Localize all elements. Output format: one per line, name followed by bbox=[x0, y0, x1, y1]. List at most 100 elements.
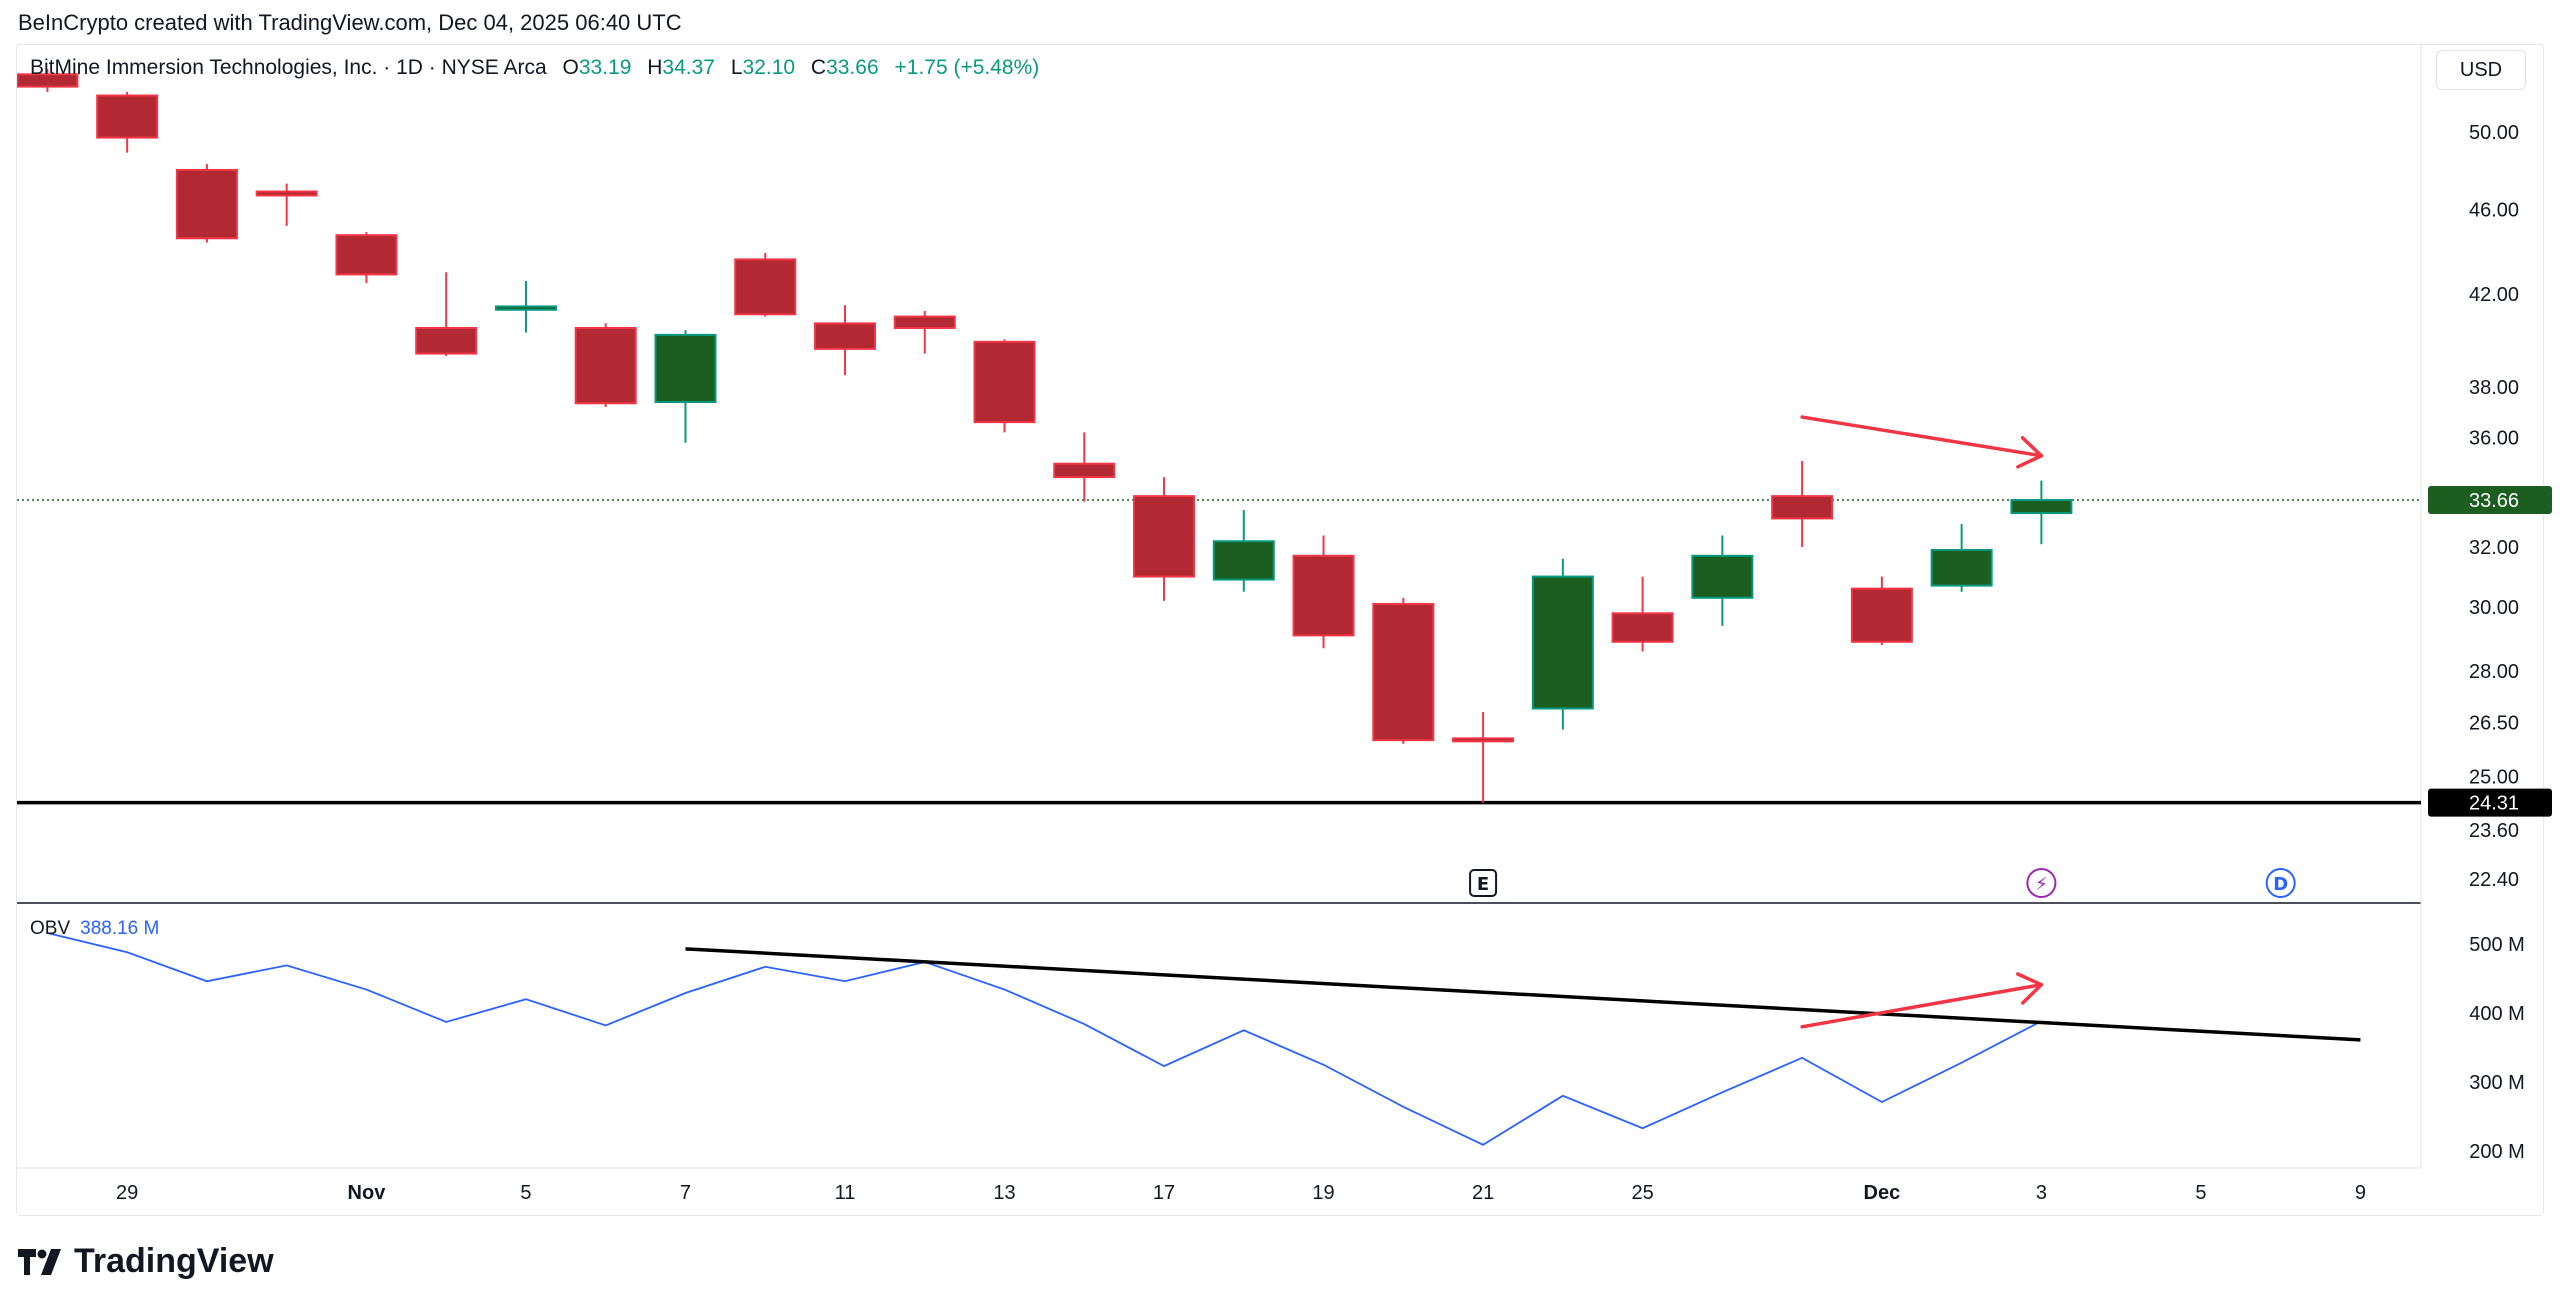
close-label: C bbox=[810, 56, 827, 79]
time-tick-label: 5 bbox=[520, 1182, 531, 1204]
tradingview-logo: TradingView bbox=[18, 1242, 274, 1281]
candle-body bbox=[1292, 554, 1355, 637]
candle[interactable] bbox=[1452, 711, 1515, 803]
time-tick-label: 9 bbox=[2355, 1182, 2366, 1204]
price-tick-label: 23.60 bbox=[2469, 820, 2519, 842]
candle[interactable] bbox=[1372, 597, 1435, 744]
plot-area: E ⚡ D bbox=[17, 69, 2421, 1146]
price-tick-label: 30.00 bbox=[2469, 597, 2519, 619]
open-label: O bbox=[562, 56, 579, 79]
candle-body bbox=[2010, 499, 2073, 515]
arrow-shaft bbox=[1800, 415, 2044, 458]
obv-line bbox=[47, 932, 2042, 1146]
event-label: ⚡ bbox=[2035, 874, 2048, 895]
axes bbox=[17, 45, 2422, 1169]
candle[interactable] bbox=[893, 310, 956, 354]
earnings-badge bbox=[1469, 869, 1498, 897]
candle-body bbox=[1691, 554, 1754, 599]
candle[interactable] bbox=[814, 305, 876, 376]
last-price-badge-text: 33.66 bbox=[2469, 490, 2519, 512]
high-value: 34.37 bbox=[662, 56, 715, 79]
symbol-legend: BitMine Immersion Technologies, Inc. · 1… bbox=[30, 56, 1039, 80]
candle-body bbox=[893, 315, 956, 329]
candle-body bbox=[335, 234, 398, 276]
high-label: H bbox=[647, 56, 663, 79]
candle[interactable] bbox=[1053, 432, 1116, 502]
price-divergence-arrow[interactable] bbox=[1800, 415, 2044, 469]
open-value: 33.19 bbox=[578, 56, 632, 79]
support-price-badge-text: 24.31 bbox=[2469, 793, 2519, 815]
earnings-event-icon[interactable]: E bbox=[1469, 869, 1498, 897]
low-value: 32.10 bbox=[742, 56, 796, 79]
candle[interactable] bbox=[574, 323, 637, 408]
price-tick-label: 25.00 bbox=[2469, 767, 2519, 789]
candle-body bbox=[17, 73, 79, 88]
candle[interactable] bbox=[175, 164, 238, 243]
symbol-title: BitMine Immersion Technologies, Inc. · 1… bbox=[30, 56, 547, 79]
candle[interactable] bbox=[1930, 524, 1993, 592]
candle[interactable] bbox=[17, 69, 79, 92]
candle-body bbox=[814, 322, 876, 350]
candle-body bbox=[96, 94, 159, 139]
candle[interactable] bbox=[1611, 576, 1674, 652]
candle[interactable] bbox=[1771, 461, 1834, 548]
logo-text: TradingView bbox=[74, 1242, 274, 1280]
obv-divergence-arrow[interactable] bbox=[1800, 972, 2044, 1029]
candle[interactable] bbox=[255, 183, 318, 226]
time-tick-label: 3 bbox=[2036, 1182, 2047, 1204]
close-value: 33.66 bbox=[826, 56, 879, 79]
event-label: D bbox=[2273, 874, 2288, 895]
chart-credit: BeInCrypto created with TradingView.com,… bbox=[18, 10, 682, 35]
price-tick-label: 46.00 bbox=[2469, 200, 2519, 222]
time-tick-label: 11 bbox=[835, 1182, 856, 1204]
candle[interactable] bbox=[1292, 535, 1355, 649]
axis-labels: 50.00 46.00 42.00 38.00 36.00 32.00 30.00 28.00… bbox=[116, 122, 2552, 1204]
candle[interactable] bbox=[654, 330, 717, 443]
price-tick-label: 50.00 bbox=[2469, 122, 2519, 144]
candle-body bbox=[1930, 548, 1993, 587]
candle-body bbox=[1611, 612, 1674, 643]
price-tick-label: 26.50 bbox=[2469, 712, 2519, 734]
price-tick-label: 28.00 bbox=[2469, 661, 2519, 683]
arrow-head bbox=[2020, 436, 2044, 458]
candle[interactable] bbox=[1531, 558, 1594, 730]
split-lightning-event-icon[interactable]: ⚡ bbox=[2026, 868, 2057, 898]
low-label: L bbox=[730, 56, 743, 79]
arrow-head bbox=[2021, 982, 2044, 1005]
obv-value: 388.16 M bbox=[80, 918, 160, 939]
price-tick-label: 22.40 bbox=[2469, 869, 2519, 891]
split-lightning-badge bbox=[2026, 868, 2057, 898]
candle[interactable] bbox=[96, 91, 159, 153]
candle-body bbox=[1531, 575, 1594, 710]
obv-tick-label: 200 M bbox=[2469, 1141, 2525, 1163]
support-price-badge-bg bbox=[2428, 788, 2552, 817]
candle[interactable] bbox=[1691, 535, 1754, 626]
tradingview-logo-icon bbox=[18, 1248, 61, 1275]
time-tick-label: Nov bbox=[348, 1182, 387, 1204]
candle-body bbox=[973, 340, 1036, 424]
candle[interactable] bbox=[1212, 510, 1275, 592]
candle-body bbox=[1212, 540, 1275, 581]
arrow-head bbox=[2015, 972, 2044, 987]
obv-trendline[interactable] bbox=[685, 947, 2361, 1042]
change-value: +1.75 (+5.48%) bbox=[894, 56, 1040, 79]
candle[interactable] bbox=[415, 272, 478, 356]
candle[interactable] bbox=[335, 232, 398, 284]
obv-legend: OBV 388.16 M bbox=[30, 918, 159, 940]
event-label: E bbox=[1477, 874, 1489, 895]
candle[interactable] bbox=[1850, 576, 1913, 646]
currency-button[interactable]: USD bbox=[2436, 50, 2526, 90]
obv-tick-label: 400 M bbox=[2469, 1003, 2525, 1025]
candle[interactable] bbox=[734, 253, 797, 317]
candle[interactable] bbox=[494, 280, 557, 333]
candle[interactable] bbox=[973, 339, 1036, 433]
time-tick-label: 7 bbox=[680, 1182, 691, 1204]
time-tick-label: 19 bbox=[1312, 1182, 1334, 1204]
price-tick-label: 36.00 bbox=[2469, 428, 2519, 450]
dividend-event-icon[interactable]: D bbox=[2265, 868, 2296, 898]
last-price-badge: 33.66 bbox=[2428, 486, 2552, 515]
candle[interactable] bbox=[2010, 480, 2073, 545]
price-tick-label: 38.00 bbox=[2469, 377, 2519, 399]
candle[interactable] bbox=[1133, 477, 1196, 601]
